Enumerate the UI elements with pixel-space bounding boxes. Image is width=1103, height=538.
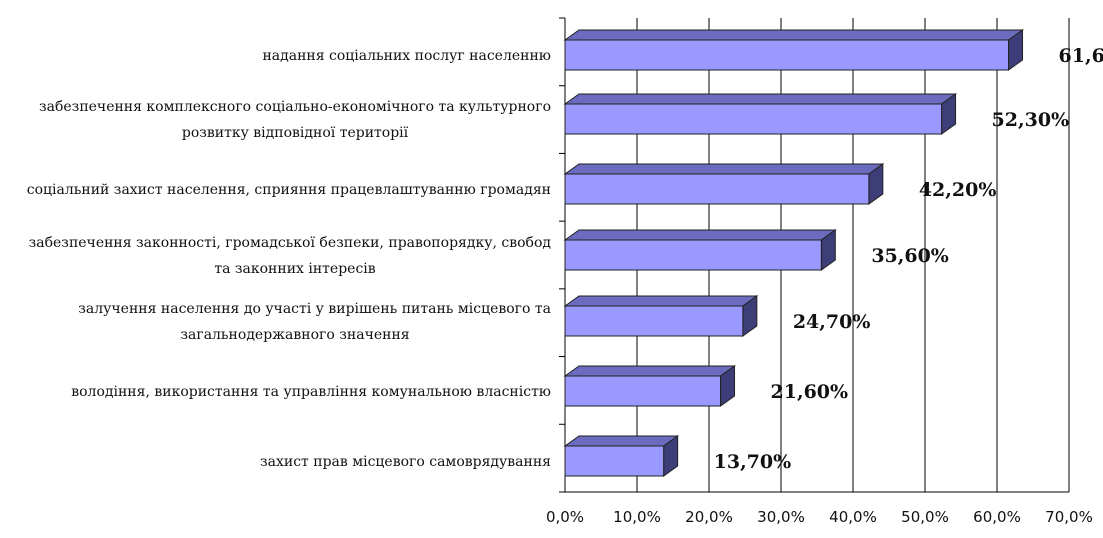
bar	[564, 39, 1010, 71]
bar-top	[563, 435, 680, 447]
data-label: 24,70%	[793, 311, 871, 333]
bar-group	[563, 163, 885, 205]
x-tick-label: 30,0%	[757, 508, 805, 526]
data-label: 35,60%	[871, 245, 949, 267]
category-label: та законних інтересів	[214, 261, 375, 277]
category-label: соціальний захист населення, сприяння пр…	[27, 182, 551, 198]
bar-group	[563, 435, 680, 477]
category-label: забезпечення законності, громадської без…	[29, 235, 552, 251]
x-tick-label: 60,0%	[973, 508, 1021, 526]
x-tick-label: 10,0%	[613, 508, 661, 526]
category-label: надання соціальних послуг населенню	[262, 48, 551, 64]
category-label: володіння, використання та управління ко…	[71, 384, 551, 400]
bar-top	[563, 163, 885, 175]
bar-top	[563, 93, 958, 105]
x-tick-label: 40,0%	[829, 508, 877, 526]
x-tick-label: 70,0%	[1045, 508, 1093, 526]
bar-group	[563, 229, 837, 271]
data-label: 13,70%	[714, 451, 792, 473]
x-tick-label: 20,0%	[685, 508, 733, 526]
bar-top	[563, 365, 737, 377]
bar-top	[563, 229, 837, 241]
bar-group	[563, 295, 759, 337]
bar	[564, 173, 870, 205]
bar-group	[563, 29, 1025, 71]
bar-top	[563, 29, 1025, 41]
x-tick-label: 0,0%	[546, 508, 584, 526]
bar-group	[563, 365, 737, 407]
bar	[564, 239, 822, 271]
bar-group	[563, 93, 958, 135]
data-label: 61,60%	[1059, 45, 1103, 67]
bar-top	[563, 295, 759, 307]
category-label: загальнодержавного значення	[180, 327, 409, 343]
data-label: 52,30%	[992, 109, 1070, 131]
bar	[564, 103, 943, 135]
category-label: забезпечення комплексного соціально-екон…	[39, 99, 551, 115]
category-label: залучення населення до участі у вирішень…	[78, 301, 551, 317]
bar	[564, 445, 665, 477]
category-label: розвитку відповідної території	[182, 125, 409, 141]
x-tick-label: 50,0%	[901, 508, 949, 526]
bar	[564, 305, 744, 337]
data-label: 21,60%	[771, 381, 849, 403]
bar	[564, 375, 722, 407]
data-label: 42,20%	[919, 179, 997, 201]
category-label: захист прав місцевого самоврядування	[260, 454, 551, 470]
